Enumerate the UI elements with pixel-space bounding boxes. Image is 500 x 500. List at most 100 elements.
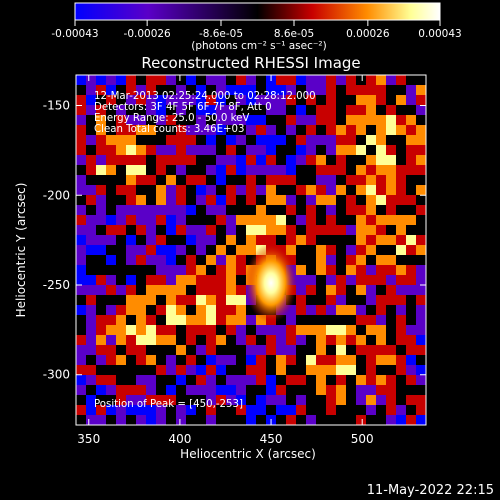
heatmap-cell xyxy=(216,265,227,276)
heatmap-cell xyxy=(306,135,317,146)
heatmap-cell xyxy=(366,195,377,206)
heatmap-cell xyxy=(386,195,397,206)
heatmap-cell xyxy=(396,355,407,366)
heatmap-cell xyxy=(156,275,167,286)
heatmap-cell xyxy=(76,365,87,376)
heatmap-cell xyxy=(376,205,387,216)
heatmap-cell xyxy=(326,265,337,276)
heatmap-cell xyxy=(386,245,397,256)
heatmap-cell xyxy=(186,245,197,256)
heatmap-cell xyxy=(96,205,107,216)
heatmap-cell xyxy=(286,135,297,146)
heatmap-cell xyxy=(96,85,107,96)
colorbar-tick-label: -0.00043 xyxy=(51,28,98,40)
heatmap-cell xyxy=(236,185,247,196)
heatmap-cell xyxy=(296,115,307,126)
heatmap-cell xyxy=(296,255,307,266)
heatmap-cell xyxy=(276,405,287,416)
heatmap-cell xyxy=(356,135,367,146)
heatmap-cell xyxy=(86,185,97,196)
heatmap-cell xyxy=(256,135,267,146)
heatmap-cell xyxy=(376,385,387,396)
heatmap-cell xyxy=(146,375,157,386)
heatmap-cell xyxy=(406,165,417,176)
heatmap-cell xyxy=(326,395,337,406)
heatmap-cell xyxy=(406,315,417,326)
heatmap-cell xyxy=(416,105,426,116)
heatmap-cell xyxy=(226,365,237,376)
x-tick-label: 500 xyxy=(351,432,374,446)
heatmap-cell xyxy=(126,85,137,96)
heatmap-cell xyxy=(246,355,257,366)
heatmap-cell xyxy=(166,255,177,266)
heatmap-cell xyxy=(236,235,247,246)
heatmap-cell xyxy=(206,355,217,366)
heatmap-cell xyxy=(116,95,127,106)
heatmap-cell xyxy=(226,275,237,286)
heatmap-cell xyxy=(76,265,87,276)
heatmap-cell xyxy=(336,315,347,326)
heatmap-cell xyxy=(356,295,367,306)
heatmap-cell xyxy=(336,375,347,386)
heatmap-cell xyxy=(406,285,417,296)
x-axis-label: Heliocentric X (arcsec) xyxy=(180,447,316,461)
heatmap-cell xyxy=(286,85,297,96)
heatmap-cell xyxy=(86,155,97,166)
heatmap-cell xyxy=(306,235,317,246)
heatmap-cell xyxy=(366,265,377,276)
heatmap-cell xyxy=(186,355,197,366)
heatmap-cell xyxy=(176,335,187,346)
heatmap-cell xyxy=(146,335,157,346)
heatmap-cell xyxy=(206,255,217,266)
heatmap-cell xyxy=(146,95,157,106)
heatmap-cell xyxy=(126,285,137,296)
heatmap-cell xyxy=(286,165,297,176)
heatmap-cell xyxy=(296,365,307,376)
heatmap-cell xyxy=(196,355,207,366)
heatmap-cell xyxy=(286,215,297,226)
heatmap-cell xyxy=(316,165,327,176)
heatmap-cell xyxy=(416,185,426,196)
heatmap-cell xyxy=(156,205,167,216)
colorbar: -0.00043 -0.00026 -8.6e-05 8.6e-05 0.00026 0.… xyxy=(51,2,462,52)
heatmap-cell xyxy=(236,125,247,136)
heatmap-cell xyxy=(186,135,197,146)
heatmap-cell xyxy=(166,155,177,166)
heatmap-cell xyxy=(216,185,227,196)
heatmap-cell xyxy=(316,365,327,376)
heatmap-cell xyxy=(316,315,327,326)
heatmap-cell xyxy=(156,165,167,176)
heatmap-cell xyxy=(326,95,337,106)
heatmap-cell xyxy=(126,295,137,306)
heatmap-cell xyxy=(166,225,177,236)
heatmap-cell xyxy=(146,115,157,126)
heatmap-cell xyxy=(276,415,287,425)
heatmap-cell xyxy=(316,85,327,96)
heatmap-cell xyxy=(146,195,157,206)
heatmap-cell xyxy=(136,135,147,146)
heatmap-cell xyxy=(356,375,367,386)
heatmap-cell xyxy=(366,85,377,96)
heatmap-cell xyxy=(306,265,317,276)
heatmap-cell xyxy=(406,205,417,216)
heatmap-cell xyxy=(396,315,407,326)
heatmap-cell xyxy=(106,75,117,86)
heatmap-cell xyxy=(96,355,107,366)
heatmap-cell xyxy=(266,175,277,186)
heatmap-cell xyxy=(386,345,397,356)
heatmap-cell xyxy=(396,125,407,136)
heatmap-cell xyxy=(86,75,97,86)
heatmap-cell xyxy=(156,135,167,146)
heatmap-cell xyxy=(346,125,357,136)
heatmap-cell xyxy=(246,345,257,356)
heatmap-cell xyxy=(316,275,327,286)
heatmap-cell xyxy=(416,275,426,286)
heatmap-cell xyxy=(86,215,97,226)
heatmap-cell xyxy=(296,385,307,396)
heatmap-cell xyxy=(156,145,167,156)
heatmap-cell xyxy=(216,405,227,416)
heatmap-cell xyxy=(296,135,307,146)
heatmap-cell xyxy=(176,325,187,336)
heatmap-cell xyxy=(286,395,297,406)
y-tick-label: -300 xyxy=(43,368,70,382)
